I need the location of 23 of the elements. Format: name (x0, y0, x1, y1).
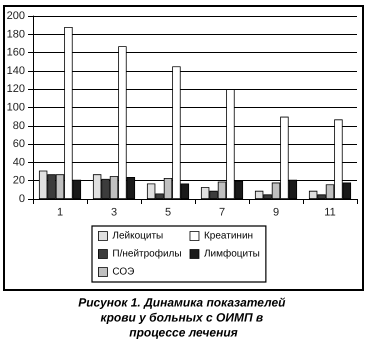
legend-label: Лимфоциты (204, 248, 260, 260)
y-tick-label: 140 (6, 64, 25, 77)
y-tick-label: 120 (6, 83, 25, 96)
y-tick-label: 200 (6, 10, 25, 22)
y-tick-label: 160 (6, 46, 25, 59)
x-tick-label: 1 (56, 206, 64, 218)
y-tick-label: 0 (18, 193, 25, 205)
y-tick-label: 80 (12, 120, 25, 132)
legend-label: П/нейтрофилы (112, 248, 182, 260)
y-tick-label: 180 (6, 28, 25, 40)
x-tick-label: 9 (272, 206, 280, 218)
legend-label: Креатинин (204, 230, 254, 242)
x-tick-label: 5 (164, 206, 172, 218)
legend-label: СОЭ (112, 266, 134, 278)
x-tick-label: 3 (110, 206, 118, 218)
y-tick-label: 20 (12, 174, 25, 187)
legend-label: Лейкоциты (112, 230, 164, 242)
y-tick-label: 60 (12, 138, 25, 150)
text: Рисунок 1. Динамика показателей крови у больных с ОИМП в процессе лечения (78, 296, 289, 340)
x-tick-label: 11 (324, 206, 336, 218)
y-tick-label: 100 (6, 102, 25, 114)
x-tick-label: 7 (218, 206, 226, 218)
y-tick-label: 40 (12, 156, 25, 168)
